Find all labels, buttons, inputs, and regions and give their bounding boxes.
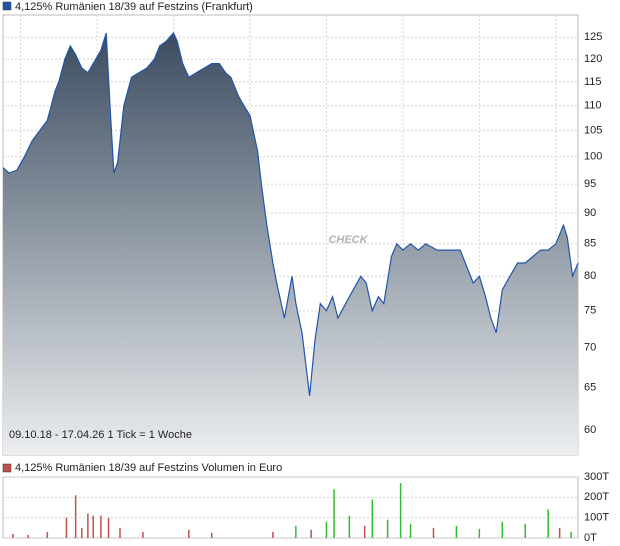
range-note: 09.10.18 - 17.04.26 1 Tick = 1 Woche	[9, 429, 192, 441]
y-tick-label: 120	[584, 53, 602, 65]
y-tick-label: 110	[584, 100, 602, 112]
legend-swatch	[2, 1, 12, 11]
y-tick-label: 0T	[584, 532, 597, 544]
y-tick-label: 70	[584, 342, 596, 354]
y-tick-label: 60	[584, 424, 596, 436]
y-tick-label: 95	[584, 178, 596, 190]
legend-swatch	[2, 463, 12, 473]
volume-frame	[2, 476, 579, 539]
y-tick-label: 80	[584, 270, 596, 282]
y-tick-label: 115	[584, 76, 602, 88]
y-tick-label: 125	[584, 31, 602, 43]
y-tick-label: 90	[584, 207, 596, 219]
y-tick-label: 85	[584, 238, 596, 250]
price-line	[2, 31, 579, 396]
y-tick-label: 300T	[584, 471, 609, 483]
chart-title: 4,125% Rumänien 18/39 auf Festzins Volum…	[15, 462, 282, 474]
area-fill	[3, 33, 578, 455]
y-tick-label: 105	[584, 125, 602, 137]
chart-title: 4,125% Rumänien 18/39 auf Festzins (Fran…	[15, 1, 253, 13]
watermark: CHECK	[328, 234, 368, 246]
y-tick-label: 100T	[584, 512, 609, 524]
y-tick-label: 100	[584, 151, 602, 163]
y-tick-label: 200T	[584, 491, 609, 503]
y-tick-label: 65	[584, 381, 596, 393]
y-tick-label: 75	[584, 305, 596, 317]
